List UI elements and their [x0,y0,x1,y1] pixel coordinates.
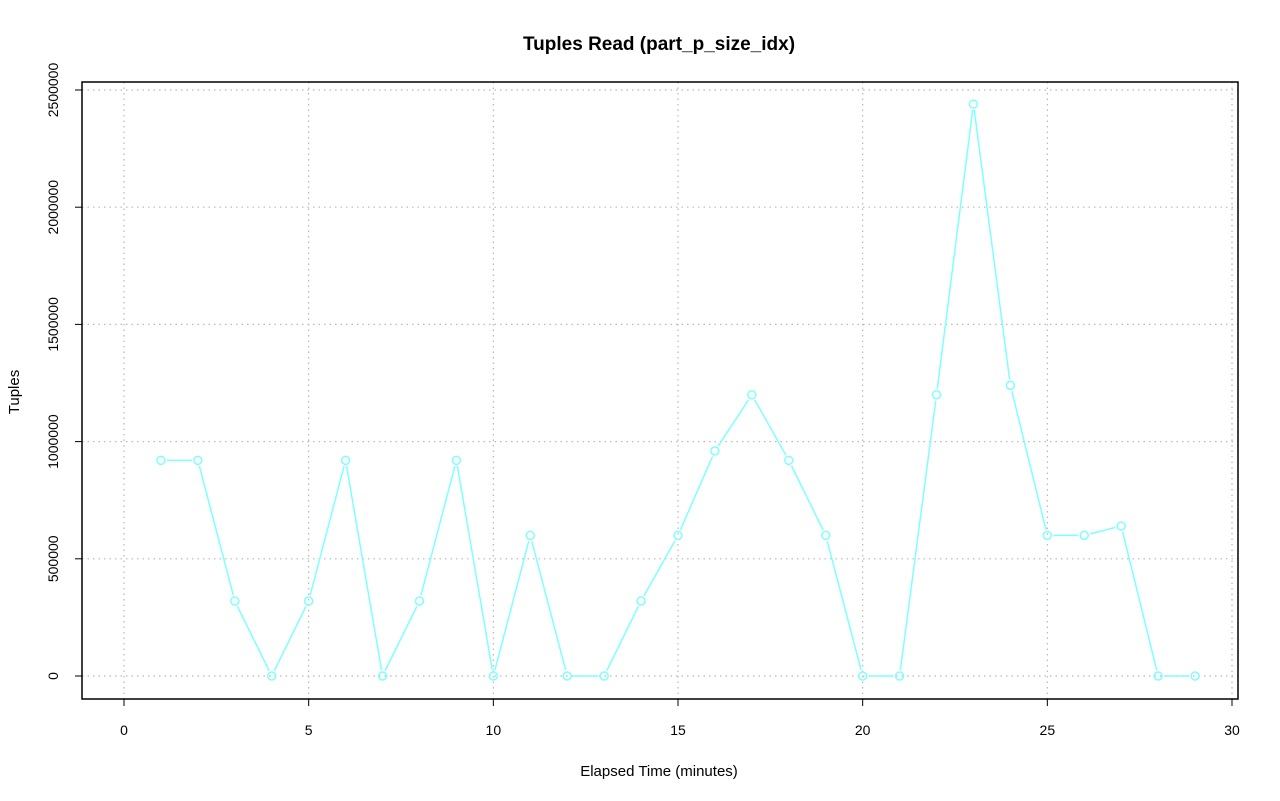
data-point [303,596,314,606]
series-segment [606,606,640,671]
data-point [414,596,425,606]
y-axis-label: Tuples [6,370,23,414]
data-point [857,671,868,681]
axis-ticks: 0 5 10 15 20 25 30 0 500000 1000000 1500000 2000000… [45,63,1240,738]
data-point [820,530,831,541]
data-point [266,671,277,681]
y-tick-label: 1000000 [45,414,61,469]
x-axis-label: Elapsed Time (minutes) [580,763,738,780]
series-segment [679,456,714,531]
series-segment [309,465,345,596]
y-tick-label: 0 [45,672,61,680]
data-point [599,671,609,681]
series-segment [643,540,676,597]
plot-frame [81,81,1239,700]
data-point [1190,671,1200,681]
y-tick-label: 500000 [45,535,61,582]
data-point [1116,521,1126,531]
data-point [525,530,536,541]
series-segment [420,465,456,596]
series-segment [456,466,494,671]
series-segment [899,400,937,671]
x-tick-label: 30 [1224,722,1240,738]
chart-title: Tuples Read (part_p_size_idx) [523,34,795,55]
data-point [747,389,757,400]
data-point [340,455,351,466]
x-tick-label: 15 [670,722,686,738]
data-point [193,455,203,466]
y-tick-label: 2000000 [45,180,61,235]
series-segment [494,540,530,671]
series-segment [531,540,567,671]
data-point [1153,671,1163,681]
series-segment [826,540,862,671]
series-segment [1089,526,1116,535]
data-point [968,99,979,109]
series-segment [1011,390,1047,530]
series-segment [717,399,750,447]
series-segment [273,606,307,671]
data-point [562,671,572,681]
series-segment [790,465,824,531]
data-point [673,530,683,541]
data-point [1079,530,1090,541]
x-tick-label: 20 [855,722,871,738]
data-point [894,671,905,681]
data-point [451,455,462,466]
series-segment [973,109,1011,380]
series-layer [156,99,1200,681]
data-point [1005,380,1016,391]
data-point [636,596,646,606]
series-segment [198,465,235,596]
x-tick-label: 5 [305,722,313,738]
series-segment [1121,531,1158,671]
data-point [931,389,942,400]
data-point [1042,530,1053,541]
grid-lines [82,82,1238,699]
series-segment [345,466,383,671]
series-segment [936,109,974,389]
data-point [230,596,240,606]
data-point [156,455,166,466]
data-point [377,671,388,681]
data-point [710,446,720,456]
series-segment [754,399,787,456]
x-tick-label: 25 [1040,722,1056,738]
data-point [488,671,499,681]
data-point [784,455,794,466]
series-segment [384,606,418,671]
y-tick-label: 2500000 [45,63,61,118]
x-tick-label: 0 [120,722,128,738]
y-tick-label: 1500000 [45,297,61,352]
series-segment [236,606,270,671]
x-tick-label: 10 [486,722,502,738]
